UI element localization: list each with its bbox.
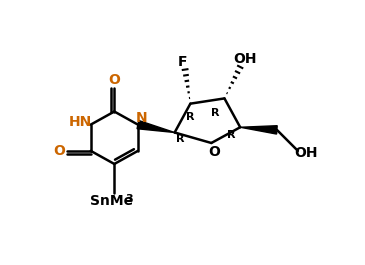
Text: R: R	[211, 108, 219, 118]
Text: 3: 3	[125, 194, 132, 204]
Text: F: F	[178, 55, 187, 69]
Text: SnMe: SnMe	[90, 194, 133, 208]
Text: R: R	[186, 112, 195, 122]
Text: O: O	[53, 144, 65, 158]
Text: OH: OH	[294, 147, 318, 161]
Text: HN: HN	[69, 115, 92, 129]
Polygon shape	[137, 121, 174, 132]
Text: R: R	[176, 134, 184, 144]
Text: R: R	[227, 130, 235, 140]
Text: OH: OH	[234, 52, 257, 66]
Text: O: O	[108, 73, 120, 87]
Text: O: O	[208, 145, 220, 159]
Polygon shape	[240, 126, 277, 134]
Text: N: N	[136, 111, 148, 125]
